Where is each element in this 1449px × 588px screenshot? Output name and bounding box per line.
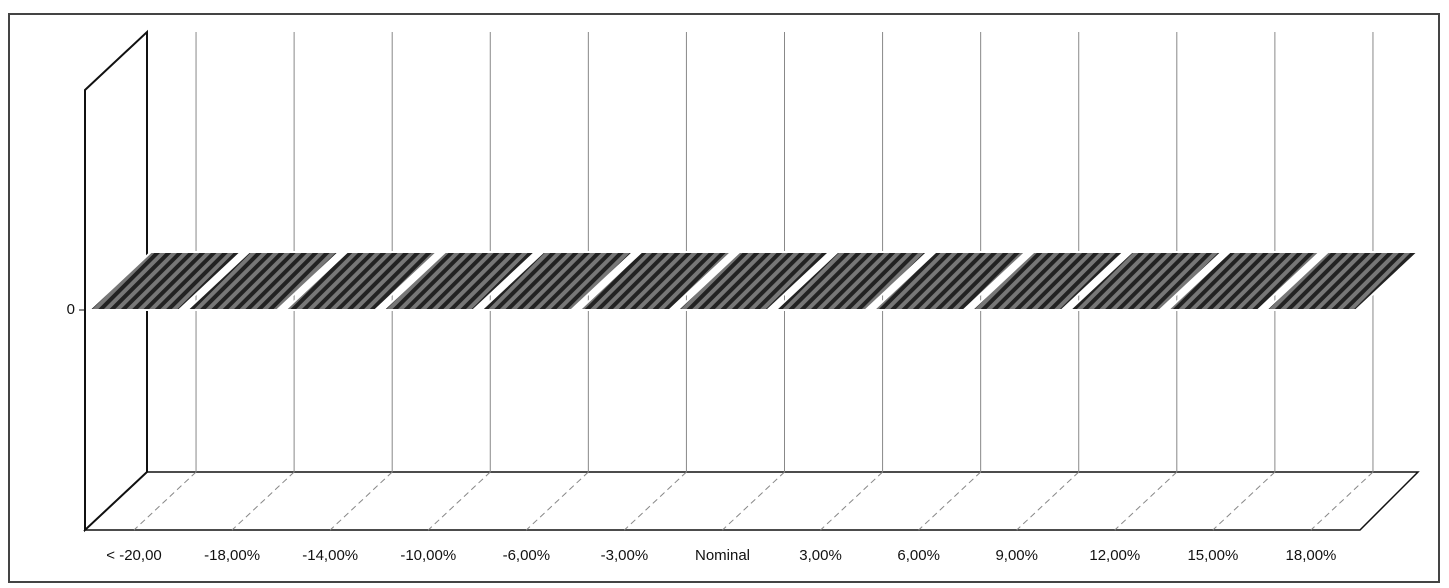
bar bbox=[86, 251, 244, 311]
x-tick-label: -3,00% bbox=[601, 547, 649, 564]
x-tick-label: 15,00% bbox=[1187, 547, 1238, 564]
y-tick-label: 0 bbox=[67, 301, 75, 318]
floor-grid-line bbox=[624, 471, 687, 531]
floor-grid-line bbox=[329, 471, 393, 531]
x-tick-label: -6,00% bbox=[503, 547, 551, 564]
bar bbox=[871, 251, 1029, 311]
x-tick-label: -10,00% bbox=[400, 547, 456, 564]
floor-grid-line bbox=[231, 471, 295, 531]
x-tick-label: -18,00% bbox=[204, 547, 260, 564]
bar bbox=[773, 251, 931, 311]
bar bbox=[969, 251, 1127, 311]
floor-grid-line bbox=[427, 471, 491, 531]
bar bbox=[380, 251, 538, 311]
floor-grid-line bbox=[722, 471, 785, 531]
frame bbox=[8, 13, 1440, 583]
bar bbox=[282, 251, 440, 311]
bar bbox=[1067, 251, 1225, 311]
floor-grid-line bbox=[1016, 471, 1080, 531]
x-tick-label: 9,00% bbox=[995, 547, 1038, 564]
x-tick-label: 6,00% bbox=[897, 547, 940, 564]
floor-grid-line bbox=[1114, 471, 1178, 531]
x-tick-label: 12,00% bbox=[1089, 547, 1140, 564]
x-tick-label: 18,00% bbox=[1286, 547, 1337, 564]
bar bbox=[576, 251, 734, 311]
floor-grid-line bbox=[1310, 471, 1374, 531]
x-tick-label: -14,00% bbox=[302, 547, 358, 564]
floor-grid-line bbox=[1212, 471, 1276, 531]
bar bbox=[1263, 251, 1421, 311]
floor-grid-line bbox=[918, 471, 981, 531]
x-tick-label: < -20,00 bbox=[106, 547, 161, 564]
x-tick-label: Nominal bbox=[695, 547, 750, 564]
bar bbox=[1165, 251, 1323, 311]
bar bbox=[184, 251, 342, 311]
floor-grid-line bbox=[133, 471, 197, 531]
bar bbox=[674, 251, 833, 311]
floor bbox=[83, 471, 1420, 531]
bar bbox=[478, 251, 636, 311]
x-tick-label: 3,00% bbox=[799, 547, 842, 564]
floor-grid-line bbox=[820, 471, 883, 531]
floor-grid-line bbox=[526, 471, 589, 531]
